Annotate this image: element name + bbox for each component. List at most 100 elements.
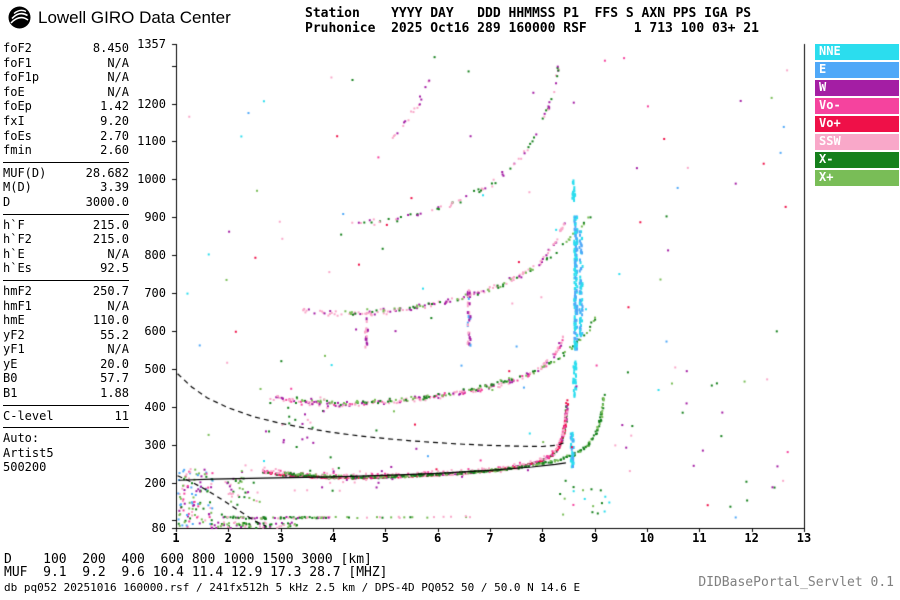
parameter-row: h`E N/A [3,247,129,262]
parameter-label: h`F [3,217,25,232]
parameter-row: B1 1.88 [3,386,129,401]
y-tick-label: 700 [144,286,166,300]
parameter-row: Artist5 [3,446,129,461]
parameter-row: 500200 [3,460,129,475]
parameter-row: yE 20.0 [3,357,129,372]
parameter-label: M(D) [3,180,32,195]
giro-logo [8,6,31,29]
parameter-value: 28.682 [85,165,129,180]
parameter-value: 11 [114,408,129,423]
distance-row: D 100 200 400 600 800 1000 1500 3000 [km… [4,552,372,567]
parameter-value: 250.7 [92,283,129,298]
x-tick-label: 13 [796,531,812,545]
legend-item-w: W [815,80,899,96]
parameter-label: hmF2 [3,283,32,298]
parameter-value: 3.39 [100,180,129,195]
x-tick-label: 11 [692,531,707,545]
parameter-label: yF2 [3,327,25,342]
parameter-value: N/A [107,55,129,70]
parameter-row: C-level 11 [3,409,129,424]
panel-divider [3,213,129,215]
parameter-label: h`E [3,246,25,261]
y-tick-label: 500 [144,361,166,376]
parameter-value: 110.0 [92,313,129,328]
legend-item-e: E [815,62,899,78]
legend-item-x+: X+ [815,170,899,186]
parameter-label: foF1 [3,55,32,70]
parameter-label: D [3,194,11,209]
parameter-row: foF1p N/A [3,70,129,85]
x-tick-label: 9 [591,531,599,545]
parameter-row: M(D) 3.39 [3,180,129,195]
x-tick-label: 12 [744,531,759,545]
muf-row: MUF 9.1 9.2 9.6 10.4 11.4 12.9 17.3 28.7… [4,565,388,580]
panel-divider [3,404,129,406]
parameter-value: 92.5 [100,261,129,276]
y-tick-label: 1100 [137,134,166,149]
x-tick-label: 8 [538,531,546,545]
legend-item-vo-: Vo- [815,98,899,114]
x-tick-label: 7 [486,531,494,545]
y-tick-label: 1000 [137,172,166,187]
parameter-label: h`Es [3,261,32,276]
parameter-value: 2.70 [100,128,129,143]
parameter-value: 215.0 [92,232,129,247]
legend-item-x-: X- [815,152,899,168]
parameter-label: foF1p [3,70,40,85]
parameter-row: yF1 N/A [3,342,129,357]
y-tick-label: 600 [144,323,166,338]
parameter-row: foF2 8.450 [3,41,129,56]
parameter-label: foE [3,84,25,99]
parameter-value: N/A [107,298,129,313]
parameter-row: Auto: [3,431,129,446]
parameter-label: C-level [3,408,54,423]
x-tick-label: 4 [329,531,337,545]
legend-item-ssw: SSW [815,134,899,150]
parameter-value: 57.7 [100,371,129,386]
parameter-value: N/A [107,84,129,99]
parameter-label: foEp [3,99,32,114]
parameter-value: 1.88 [100,386,129,401]
parameter-value: 20.0 [100,356,129,371]
panel-divider [3,279,129,281]
x-tick-label: 2 [224,531,232,545]
parameter-label: 500200 [3,460,47,475]
y-tick-label: 1200 [137,96,166,111]
x-tick-label: 10 [639,531,655,545]
y-tick-label: 1357 [137,37,166,51]
parameter-label: hmF1 [3,298,32,313]
parameter-label: Auto: [3,431,40,446]
parameter-row: yF2 55.2 [3,328,129,343]
parameter-value: 2.60 [100,143,129,158]
parameter-value: 3000.0 [85,194,129,209]
y-tick-label: 400 [144,399,166,414]
parameter-value: 9.20 [100,113,129,128]
parameter-row: MUF(D) 28.682 [3,166,129,181]
y-tick-label: 800 [144,248,166,263]
parameter-label: h`F2 [3,232,32,247]
parameter-label: foEs [3,128,32,143]
parameter-label: hmE [3,313,25,328]
parameter-label: Artist5 [3,445,54,460]
parameter-value: 8.450 [92,41,129,55]
y-tick-label: 80 [151,521,166,535]
parameter-row: foE N/A [3,85,129,100]
panel-divider [3,427,129,429]
parameter-value: N/A [107,246,129,261]
logo-title: Lowell GIRO Data Center [38,7,231,27]
station-header-line2: Pruhonice 2025 Oct16 289 160000 RSF 1 71… [305,21,759,36]
parameter-row: hmF1 N/A [3,299,129,314]
parameter-value: 55.2 [100,327,129,342]
x-tick-label: 5 [381,531,389,545]
parameter-label: yF1 [3,342,25,357]
parameter-row: fmin 2.60 [3,143,129,158]
legend-item-nne: NNE [815,44,899,60]
parameter-row: h`Es 92.5 [3,261,129,276]
parameter-label: foF2 [3,41,32,55]
parameter-row: foF1 N/A [3,56,129,71]
parameter-row: h`F2 215.0 [3,232,129,247]
parameter-row: h`F 215.0 [3,218,129,233]
y-tick-label: 200 [144,475,166,490]
y-tick-label: 300 [144,437,166,452]
